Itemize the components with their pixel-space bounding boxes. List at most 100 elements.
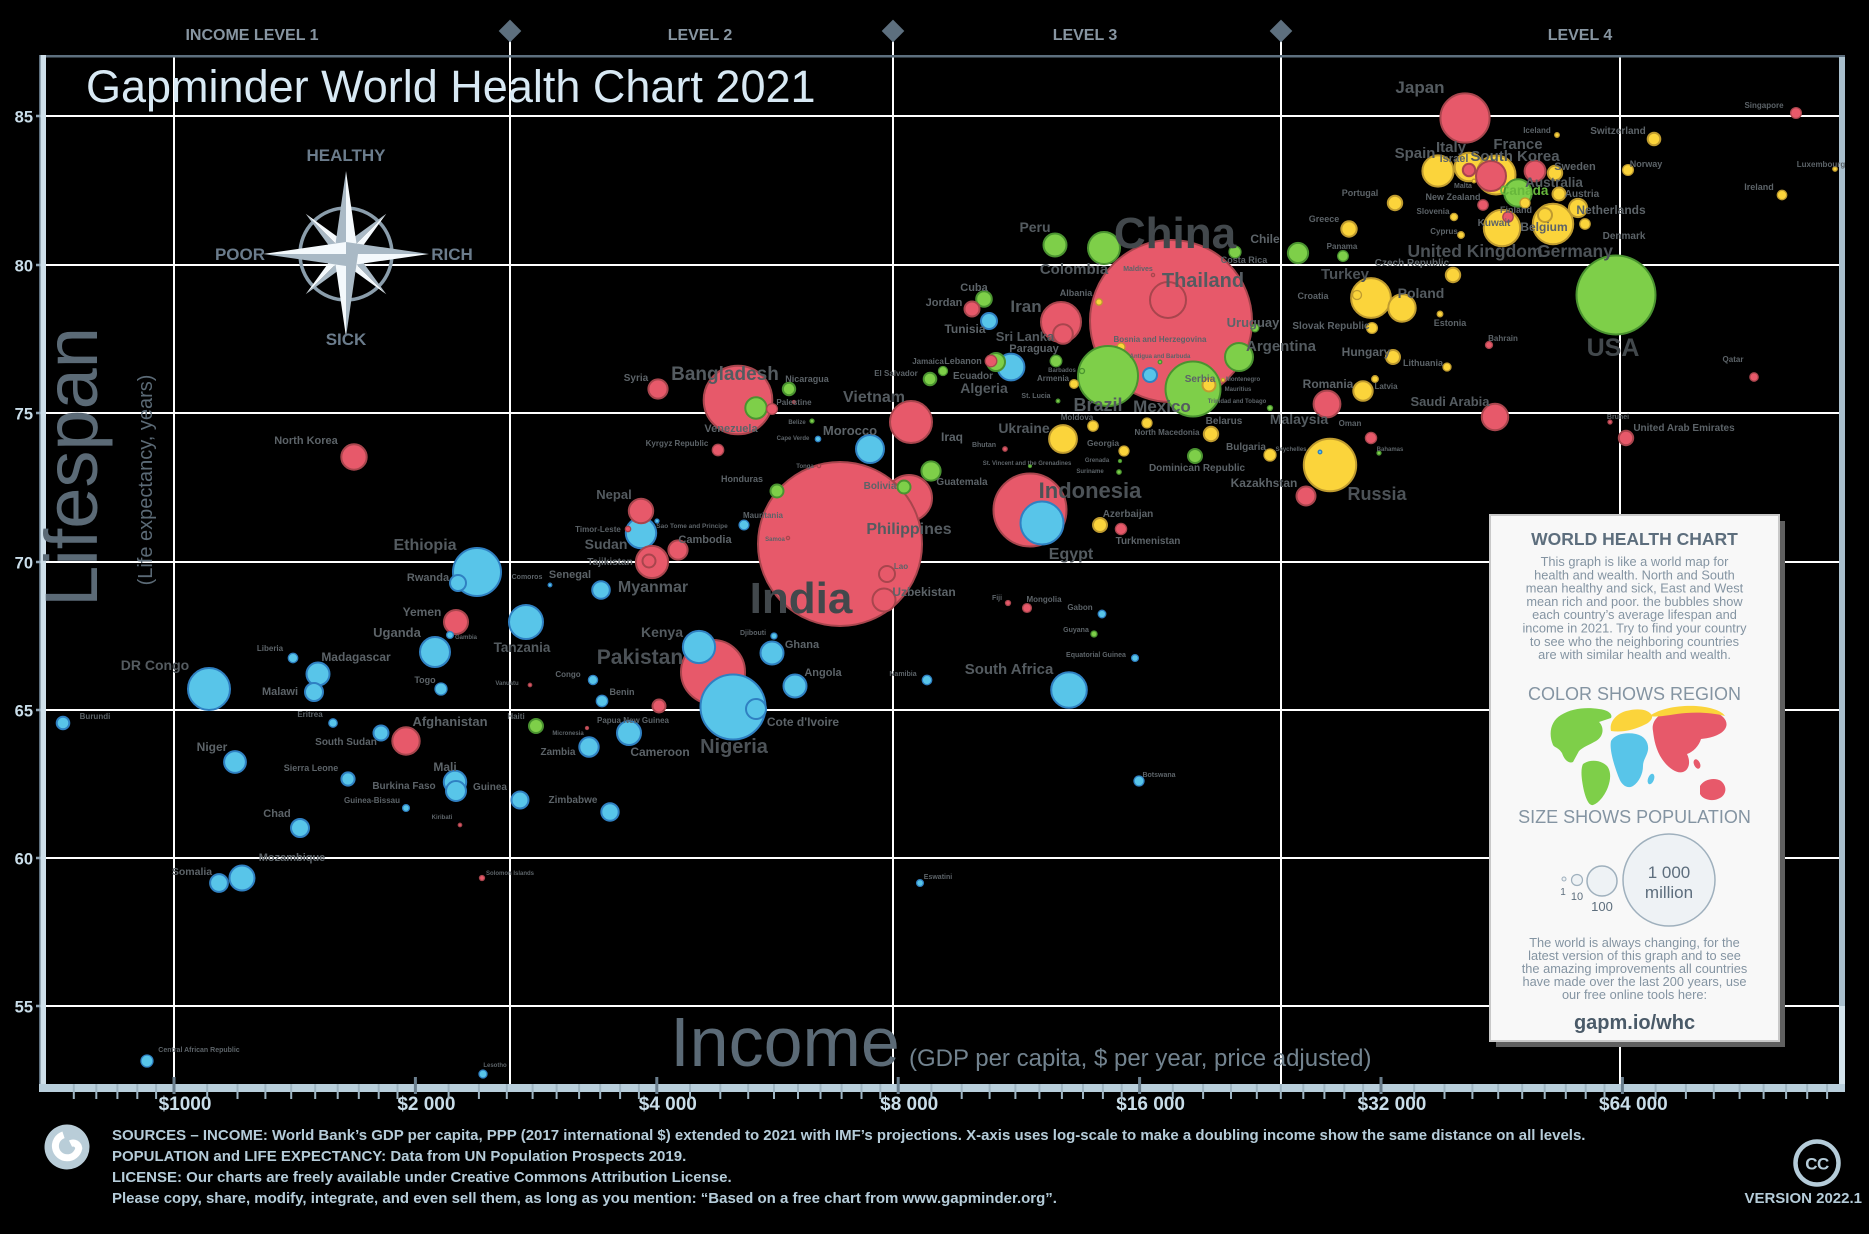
svg-text:Dominican Republic: Dominican Republic [1149, 463, 1246, 474]
svg-text:Micronesia: Micronesia [552, 731, 584, 737]
svg-text:Cameroon: Cameroon [630, 745, 689, 759]
svg-text:Eswatini: Eswatini [924, 874, 952, 881]
svg-text:Benin: Benin [609, 687, 634, 697]
svg-text:Guyana: Guyana [1063, 627, 1089, 634]
svg-text:POOR: POOR [215, 245, 265, 264]
svg-text:Venezuela: Venezuela [704, 423, 758, 435]
svg-text:Hungary: Hungary [1342, 345, 1391, 359]
svg-text:Antigua and Barbuda: Antigua and Barbuda [1130, 354, 1191, 360]
svg-text:Turkey: Turkey [1321, 266, 1370, 283]
svg-text:Bahrain: Bahrain [1488, 334, 1518, 343]
svg-text:France: France [1493, 136, 1542, 153]
svg-text:Bhutan: Bhutan [972, 442, 996, 449]
svg-text:Mauritania: Mauritania [743, 511, 784, 520]
svg-text:Peru: Peru [1019, 219, 1050, 235]
svg-text:mean healthy and sick, East an: mean healthy and sick, East and West [1526, 581, 1744, 596]
svg-text:Mali: Mali [433, 760, 456, 774]
svg-text:Tunisia: Tunisia [944, 322, 985, 336]
svg-text:Senegal: Senegal [549, 569, 591, 581]
svg-text:60: 60 [15, 851, 33, 869]
svg-text:Brazil: Brazil [1073, 395, 1122, 415]
svg-text:Yemen: Yemen [403, 605, 442, 619]
svg-text:our free online tools here:: our free online tools here: [1562, 987, 1707, 1002]
svg-text:WORLD HEALTH CHART: WORLD HEALTH CHART [1531, 529, 1738, 549]
svg-text:10: 10 [1571, 891, 1583, 903]
svg-text:Haiti: Haiti [507, 712, 524, 721]
svg-text:This graph is like a world map: This graph is like a world map for [1541, 554, 1729, 569]
svg-text:Austria: Austria [1565, 189, 1600, 200]
svg-text:Afghanistan: Afghanistan [412, 714, 487, 729]
svg-text:South Sudan: South Sudan [315, 737, 377, 748]
svg-text:Tanzania: Tanzania [494, 640, 551, 655]
svg-text:Singapore: Singapore [1744, 101, 1784, 110]
svg-text:Lifespan: Lifespan [30, 327, 113, 607]
svg-text:Azerbaijan: Azerbaijan [1103, 509, 1154, 520]
svg-text:Denmark: Denmark [1603, 231, 1646, 242]
svg-text:Niger: Niger [197, 740, 228, 754]
svg-text:LEVEL 3: LEVEL 3 [1053, 27, 1118, 44]
svg-text:Israel: Israel [1440, 153, 1469, 165]
svg-text:Zambia: Zambia [540, 747, 575, 758]
svg-text:St. Vincent and the Grenadines: St. Vincent and the Grenadines [983, 461, 1072, 467]
svg-text:75: 75 [15, 406, 33, 424]
svg-text:Lithuania: Lithuania [1403, 358, 1444, 368]
svg-text:mean rich and poor. the bubble: mean rich and poor. the bubbles show [1526, 594, 1743, 609]
svg-text:Tajikistan: Tajikistan [587, 557, 632, 568]
svg-text:Estonia: Estonia [1434, 318, 1468, 328]
svg-text:Spain: Spain [1395, 145, 1436, 162]
svg-text:Lebanon: Lebanon [944, 356, 982, 366]
svg-text:North Korea: North Korea [274, 435, 338, 447]
svg-text:Luxembourg: Luxembourg [1797, 160, 1846, 169]
svg-text:Sao Tome and Principe: Sao Tome and Principe [656, 523, 728, 530]
svg-text:Congo: Congo [555, 670, 580, 679]
svg-text:Czech Republic: Czech Republic [1375, 258, 1450, 269]
svg-text:Syria: Syria [624, 373, 649, 384]
svg-text:Bulgaria: Bulgaria [1226, 442, 1266, 453]
svg-text:Georgia: Georgia [1087, 438, 1119, 448]
svg-text:Gapminder World Health Chart 2: Gapminder World Health Chart 2021 [86, 61, 816, 112]
svg-text:Indonesia: Indonesia [1039, 478, 1142, 503]
svg-text:Zimbabwe: Zimbabwe [549, 795, 598, 806]
svg-text:Cuba: Cuba [960, 282, 988, 294]
svg-text:El Salvador: El Salvador [874, 369, 918, 378]
svg-text:Samoa: Samoa [765, 537, 785, 543]
svg-text:India: India [750, 574, 853, 623]
svg-text:Brunei: Brunei [1607, 414, 1629, 421]
svg-text:Thailand: Thailand [1162, 270, 1244, 292]
svg-text:Croatia: Croatia [1297, 291, 1329, 301]
svg-text:Palestine: Palestine [776, 398, 812, 407]
svg-text:USA: USA [1587, 334, 1640, 362]
svg-text:Burkina Faso: Burkina Faso [372, 781, 435, 792]
svg-text:Latvia: Latvia [1374, 382, 1398, 391]
svg-text:Australia: Australia [1525, 175, 1583, 190]
svg-text:Kazakhstan: Kazakhstan [1231, 476, 1298, 490]
svg-text:$32 000: $32 000 [1358, 1094, 1427, 1115]
svg-text:Vanuatu: Vanuatu [495, 681, 519, 687]
svg-text:Trinidad and Tobago: Trinidad and Tobago [1208, 399, 1267, 405]
svg-text:Panama: Panama [1327, 242, 1358, 251]
svg-text:(GDP per capita, $ per year, p: (GDP per capita, $ per year, price adjus… [909, 1045, 1371, 1072]
svg-text:Kyrgyz Republic: Kyrgyz Republic [646, 439, 709, 448]
svg-text:United Kingdom: United Kingdom [1407, 241, 1542, 261]
svg-text:Uruguay: Uruguay [1227, 315, 1281, 330]
svg-text:Guinea-Bissau: Guinea-Bissau [344, 796, 400, 805]
svg-text:Malawi: Malawi [262, 686, 298, 698]
svg-text:Ghana: Ghana [785, 639, 820, 651]
svg-text:$2 000: $2 000 [397, 1094, 455, 1115]
svg-text:United Arab Emirates: United Arab Emirates [1633, 423, 1735, 434]
svg-text:CC: CC [1805, 1155, 1829, 1174]
svg-text:DR Congo: DR Congo [121, 657, 189, 673]
svg-text:South Korea: South Korea [1470, 148, 1560, 165]
svg-text:Jordan: Jordan [926, 297, 963, 309]
svg-text:Sri Lanka: Sri Lanka [996, 329, 1055, 344]
svg-text:Honduras: Honduras [721, 474, 763, 484]
svg-text:Uganda: Uganda [373, 625, 421, 640]
svg-text:Income: Income [670, 1003, 900, 1081]
svg-text:Malaysia: Malaysia [1270, 411, 1329, 427]
svg-text:Vietnam: Vietnam [843, 389, 905, 406]
svg-text:Philippines: Philippines [866, 521, 951, 538]
svg-text:the amazing improvements all c: the amazing improvements all countries [1522, 961, 1747, 976]
svg-text:$4 000: $4 000 [639, 1094, 697, 1115]
svg-text:Botswana: Botswana [1142, 772, 1175, 779]
svg-text:Bangladesh: Bangladesh [671, 364, 779, 385]
